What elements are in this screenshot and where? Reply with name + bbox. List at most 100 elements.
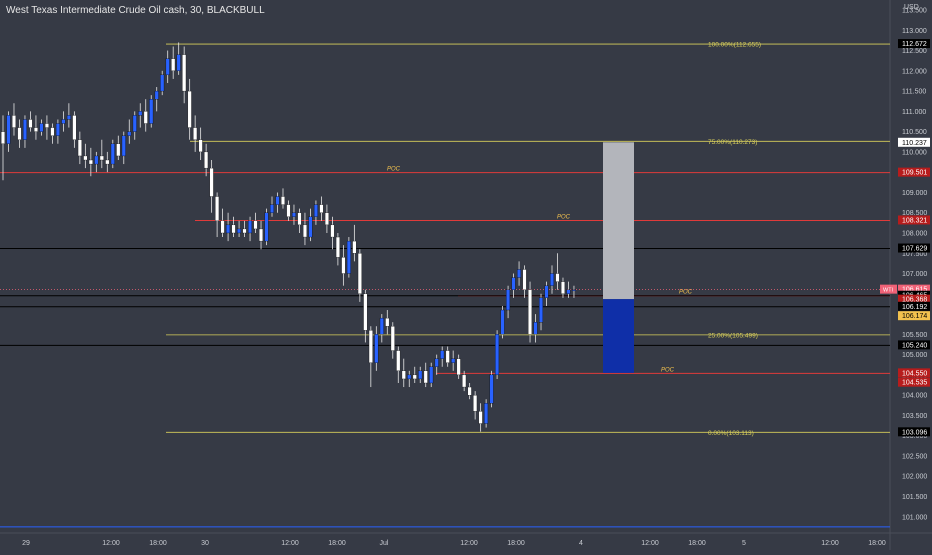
candle-body	[346, 240, 351, 274]
y-tick-label: 105.000	[902, 352, 927, 359]
y-tick-label: 105.500	[902, 332, 927, 339]
candle-body	[220, 220, 225, 234]
candle-body	[297, 212, 302, 226]
candle-body	[154, 90, 159, 100]
price-tag-label: 106.174	[902, 313, 927, 320]
price-tag	[898, 301, 930, 311]
candle-body	[368, 330, 373, 363]
candle-body	[434, 358, 439, 367]
candle-body	[270, 204, 274, 213]
candle-body	[302, 224, 307, 238]
candle-body	[335, 236, 340, 258]
candle-body	[363, 293, 368, 331]
candle-body	[44, 123, 49, 128]
candle-body	[149, 99, 154, 124]
candle-body	[72, 115, 77, 140]
candle-body	[341, 257, 346, 274]
candle-body	[209, 167, 214, 197]
x-tick-label: 18:00	[149, 540, 167, 547]
price-tag	[898, 167, 930, 177]
symbol-tag	[880, 284, 897, 294]
fib-level-label: 0.00%(103.113)	[708, 430, 754, 437]
candle-body	[506, 289, 511, 311]
y-tick-label: 102.500	[902, 453, 927, 460]
candle-body	[204, 151, 209, 169]
y-tick-label: 112.500	[902, 48, 927, 55]
candle-body	[385, 317, 390, 327]
candle-body	[572, 289, 576, 291]
candle-body	[215, 196, 220, 221]
price-tag-label: 106.368	[902, 297, 927, 304]
y-tick-label: 109.000	[902, 190, 927, 197]
price-tag	[898, 284, 930, 294]
price-tag-label: 109.501	[902, 170, 927, 177]
x-tick-label: 18:00	[688, 540, 706, 547]
candle-body	[143, 111, 148, 124]
candle-body	[94, 155, 99, 165]
price-tag-label: 106.615	[902, 287, 927, 294]
candle-body	[528, 289, 532, 335]
y-tick-label: 108.500	[902, 210, 927, 217]
candle-body	[281, 196, 285, 205]
candle-body	[33, 127, 38, 132]
currency-unit: USD	[904, 4, 919, 11]
candle-body	[456, 358, 461, 376]
y-tick-label: 103.500	[902, 413, 927, 420]
candle-body	[264, 212, 269, 242]
poc-label: POC	[679, 290, 693, 296]
price-tag-label: 108.321	[902, 217, 927, 224]
price-tag-label: 107.629	[902, 246, 927, 253]
candle-body	[324, 212, 329, 226]
x-tick-label: 5	[742, 540, 746, 547]
price-tag-label: 110.237	[902, 140, 927, 147]
candle-body	[539, 297, 543, 323]
candle-body	[374, 334, 379, 363]
y-tick-label: 112.000	[902, 68, 927, 75]
candle-body	[522, 269, 527, 290]
y-tick-label: 113.500	[902, 8, 927, 15]
price-tag	[898, 340, 930, 350]
candle-body	[12, 115, 16, 128]
candle-body	[88, 159, 93, 165]
x-tick-label: 29	[22, 540, 30, 547]
candle-body	[407, 374, 412, 380]
fib-level-label: 75.00%(110.273)	[708, 139, 757, 146]
candle-body	[171, 58, 176, 71]
y-tick-label: 113.000	[902, 28, 927, 35]
price-tag	[898, 39, 930, 49]
candle-body	[237, 228, 242, 234]
y-tick-label: 104.000	[902, 393, 927, 400]
candle-body	[473, 395, 478, 412]
candle-body	[198, 139, 203, 153]
y-tick-label: 111.500	[902, 89, 926, 96]
fib-level-label: 100.00%(112.655)	[708, 42, 761, 49]
candle-body	[286, 204, 291, 217]
candle-body	[61, 119, 66, 124]
candle-body	[242, 228, 247, 234]
x-tick-label: 4	[579, 540, 583, 547]
candle-body	[17, 127, 22, 140]
candle-body	[23, 119, 27, 140]
candle-body	[292, 212, 296, 217]
candle-body	[83, 155, 88, 161]
candle-body	[121, 135, 126, 157]
candle-body	[566, 289, 571, 294]
candle-body	[352, 240, 357, 254]
y-tick-label: 107.000	[902, 271, 927, 278]
candle-body	[259, 228, 263, 242]
price-tag	[898, 215, 930, 225]
symbol-tag-label: WTI	[883, 287, 894, 293]
poc-label: POC	[661, 367, 675, 373]
candle-body	[550, 273, 554, 286]
candle-body	[39, 123, 44, 132]
fib-level-label: 25.00%(105.499)	[708, 332, 758, 339]
candle-body	[28, 119, 33, 128]
candle-body	[561, 281, 565, 294]
price-tag	[898, 137, 930, 147]
candle-body	[165, 58, 170, 76]
candle-body	[138, 111, 143, 116]
candle-body	[313, 204, 318, 217]
candle-body	[116, 143, 121, 157]
y-tick-label: 108.000	[902, 230, 927, 237]
